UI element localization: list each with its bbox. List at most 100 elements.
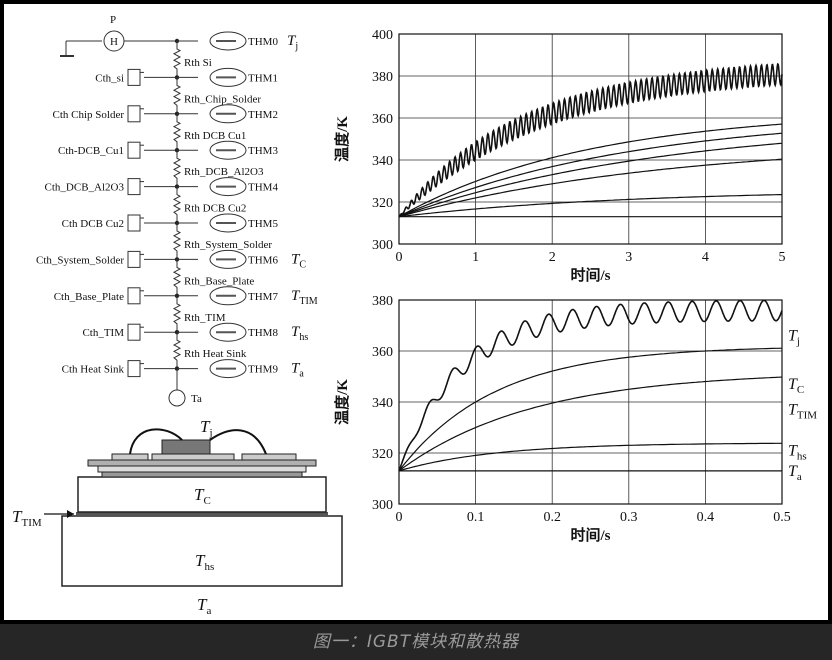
thermal-network-circuit: HP THM0 Rth Si Cth_si THM1 Rth_Chip_Solder Cth… bbox=[36, 14, 318, 407]
resistor-label: Rth_TIM bbox=[184, 312, 226, 324]
series-line bbox=[398, 376, 783, 472]
capacitor-symbol bbox=[127, 214, 141, 232]
module-label-ttim: TTIM bbox=[12, 507, 42, 529]
x-tick-label: 0.5 bbox=[773, 510, 791, 525]
node-label-tj: Tj bbox=[287, 33, 298, 52]
bond-wire bbox=[209, 429, 267, 455]
y-tick-label: 300 bbox=[372, 498, 393, 513]
capacitor-label: Cth_System_Solder bbox=[36, 254, 124, 266]
copper-pad bbox=[111, 453, 149, 461]
y-tick-label: 340 bbox=[372, 396, 393, 411]
y-axis-title: 温度/K bbox=[333, 116, 351, 162]
heat-source-label: P bbox=[110, 14, 116, 26]
thermal-resistor bbox=[172, 259, 182, 296]
module-label-tj: Tj bbox=[200, 417, 213, 439]
x-tick-label: 0.4 bbox=[697, 510, 715, 525]
y-tick-label: 380 bbox=[372, 294, 393, 309]
y-tick-label: 380 bbox=[372, 70, 393, 85]
thermometer-label: THM8 bbox=[248, 327, 278, 339]
capacitor-label: Cth Chip Solder bbox=[52, 109, 124, 121]
series-line bbox=[398, 142, 783, 218]
x-tick-label: 0.3 bbox=[620, 510, 638, 525]
resistor-label: Rth_Base_Plate bbox=[184, 275, 254, 287]
copper-pad bbox=[241, 453, 297, 461]
y-tick-label: 340 bbox=[372, 154, 393, 169]
thermometer-label: THM4 bbox=[248, 182, 278, 194]
y-tick-label: 320 bbox=[372, 196, 393, 211]
thermal-resistor bbox=[172, 295, 182, 333]
capacitor-label: Cth_DCB_Al2O3 bbox=[45, 182, 125, 194]
module-label-ths: Ths bbox=[195, 551, 214, 573]
igbt-module-cross-section: Tj TC TTIM Ths Ta bbox=[12, 417, 343, 617]
capacitor-symbol bbox=[127, 323, 141, 341]
resistor-label: Rth_DCB_Al2O3 bbox=[184, 166, 264, 178]
x-tick-label: 0 bbox=[396, 510, 403, 525]
series-label-ths: Ths bbox=[788, 442, 807, 462]
module-label-tc: TC bbox=[194, 485, 211, 507]
igbt-chip bbox=[161, 439, 211, 455]
ambient-label: Ta bbox=[191, 393, 202, 405]
x-tick-label: 1 bbox=[472, 250, 479, 265]
dcb-cu-bottom-layer bbox=[101, 471, 303, 478]
series-line bbox=[398, 299, 783, 472]
series-line bbox=[398, 132, 783, 218]
y-tick-label: 320 bbox=[372, 447, 393, 462]
heat-source-letter: H bbox=[110, 36, 118, 48]
capacitor-symbol bbox=[127, 287, 141, 305]
node-label-ttim: TTIM bbox=[291, 288, 318, 307]
thermal-resistor bbox=[172, 223, 182, 260]
series-label-ttim: TTIM bbox=[788, 402, 817, 422]
resistor-label: Rth Si bbox=[184, 57, 212, 69]
capacitor-symbol bbox=[127, 105, 141, 123]
figure-canvas: HP THM0 Rth Si Cth_si THM1 Rth_Chip_Solder Cth… bbox=[12, 14, 817, 617]
resistor-label: Rth Heat Sink bbox=[184, 348, 247, 360]
thermometer-label: THM3 bbox=[248, 145, 278, 157]
node-label-tc: TC bbox=[291, 251, 306, 270]
x-axis-title: 时间/s bbox=[570, 266, 610, 284]
capacitor-label: Cth_Base_Plate bbox=[54, 291, 124, 303]
series-label-ta: Ta bbox=[788, 463, 802, 483]
x-tick-label: 0.1 bbox=[467, 510, 485, 525]
bond-wire bbox=[129, 428, 183, 455]
x-tick-label: 4 bbox=[702, 250, 709, 265]
thermometer-label: THM1 bbox=[248, 72, 278, 84]
resistor-label: Rth_Chip_Solder bbox=[184, 93, 261, 105]
tim-arrowhead bbox=[67, 510, 74, 518]
series-line bbox=[398, 347, 783, 472]
base-plate-block bbox=[77, 476, 327, 513]
x-tick-label: 3 bbox=[625, 250, 632, 265]
ambient-source-symbol bbox=[168, 389, 186, 407]
thermal-resistor bbox=[172, 332, 182, 369]
series-label-tc: TC bbox=[788, 376, 804, 396]
thermometer-label: THM6 bbox=[248, 254, 278, 266]
thermal-resistor bbox=[172, 77, 182, 114]
capacitor-label: Cth_TIM bbox=[82, 327, 124, 339]
thermal-resistor bbox=[172, 113, 182, 151]
y-tick-label: 400 bbox=[372, 28, 393, 43]
thermal-resistor bbox=[172, 41, 182, 78]
dcb-ceramic-layer bbox=[97, 465, 307, 473]
series-line bbox=[398, 158, 783, 218]
series-line bbox=[398, 62, 783, 218]
tim-layer bbox=[76, 512, 328, 516]
thermometer-label: THM0 bbox=[248, 36, 278, 48]
thermometer-label: THM7 bbox=[248, 291, 278, 303]
capacitor-symbol bbox=[127, 178, 141, 196]
series-line bbox=[398, 123, 783, 218]
y-tick-label: 300 bbox=[372, 238, 393, 253]
figure-caption: 图一：IGBT模块和散热器 bbox=[0, 624, 832, 660]
heat-sink-block bbox=[61, 515, 343, 587]
capacitor-label: Cth DCB Cu2 bbox=[62, 218, 124, 230]
x-tick-label: 0 bbox=[396, 250, 403, 265]
thermal-resistor bbox=[172, 186, 182, 223]
capacitor-symbol bbox=[127, 360, 141, 378]
capacitor-symbol bbox=[127, 141, 141, 159]
capacitor-label: Cth_si bbox=[95, 72, 124, 84]
node-label-ta: Ta bbox=[291, 361, 304, 380]
x-axis-title: 时间/s bbox=[570, 526, 610, 544]
capacitor-label: Cth Heat Sink bbox=[62, 364, 125, 376]
y-axis-title: 温度/K bbox=[333, 379, 351, 425]
temperature-chart-top: 0 1 2 3 4 5 300 320 340 360 380 400 时间/s 温度/K bbox=[333, 28, 786, 284]
temperature-chart-bottom: 0 0.1 0.2 0.3 0.4 0.5 300 320 340 360 380 时间/s 温度/K T… bbox=[333, 294, 817, 544]
capacitor-label: Cth-DCB_Cu1 bbox=[58, 145, 124, 157]
